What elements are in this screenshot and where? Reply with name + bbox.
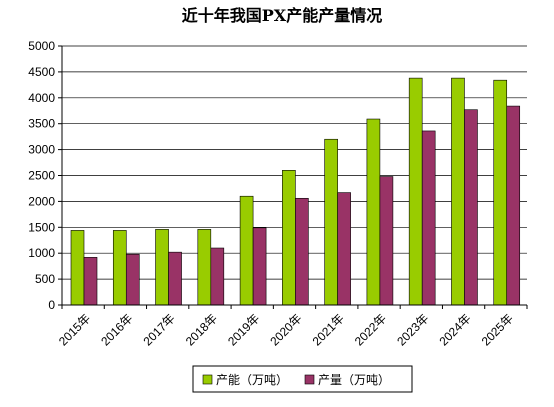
chart-title: 近十年我国PX产能产量情况	[182, 6, 382, 25]
bar-capacity-2	[155, 229, 169, 306]
x-tick-label: 2018年	[183, 311, 220, 348]
x-tick-label: 2015年	[56, 311, 93, 348]
bar-output-1	[125, 253, 140, 306]
bar-capacity-5	[282, 170, 296, 306]
y-tick-label: 500	[35, 272, 55, 286]
x-tick-labels: 2015年 2016年 2017年 2018年 2019年 2020年 2021年 2022年…	[56, 311, 516, 348]
x-tick-label: 2024年	[436, 311, 473, 348]
legend: 产能（万吨） 产量（万吨）	[192, 365, 413, 393]
bar-output-10	[506, 105, 521, 306]
bar-output-9	[464, 109, 478, 306]
legend-swatch-output	[304, 374, 315, 385]
bar-capacity-6	[324, 138, 338, 306]
bar-output-3	[210, 247, 225, 306]
bar-capacity-3	[197, 229, 212, 306]
bars	[70, 77, 521, 306]
y-tick-label: 4000	[28, 91, 55, 105]
y-tick-label: 1500	[28, 220, 55, 234]
y-tick-label: 0	[48, 298, 55, 312]
bar-output-0	[83, 257, 98, 306]
y-tick-label: 3500	[28, 117, 55, 131]
legend-label-output: 产量（万吨）	[318, 373, 390, 387]
x-tick-label: 2019年	[225, 311, 262, 348]
legend-swatch-capacity	[202, 374, 213, 385]
bar-capacity-7	[366, 118, 381, 306]
y-tick-label: 4500	[28, 65, 55, 79]
legend-box	[192, 365, 413, 393]
bar-capacity-9	[451, 77, 465, 306]
x-tick-label: 2020年	[267, 311, 304, 348]
y-tick-labels: 0 500 1000 1500 2000 2500 3000 3500 4000 4500 5000	[28, 39, 55, 312]
bar-output-2	[168, 251, 182, 306]
y-tick-label: 2500	[28, 169, 55, 183]
bar-capacity-1	[112, 230, 127, 306]
y-tick-label: 5000	[28, 39, 55, 53]
x-tick-label: 2025年	[479, 311, 516, 348]
x-tick-label: 2021年	[310, 311, 347, 348]
y-tick-label: 3000	[28, 143, 55, 157]
bar-output-6	[337, 192, 351, 306]
bar-output-7	[379, 176, 394, 306]
y-tick-label: 2000	[28, 194, 55, 208]
bar-output-4	[252, 227, 267, 306]
bar-capacity-10	[493, 79, 508, 306]
y-tick-label: 1000	[28, 246, 55, 260]
x-tick-label: 2023年	[394, 311, 431, 348]
bar-output-5	[295, 197, 309, 306]
x-tick-label: 2022年	[352, 311, 389, 348]
x-tick-label: 2016年	[98, 311, 135, 348]
bar-capacity-4	[239, 195, 254, 306]
x-tick-label: 2017年	[141, 311, 178, 348]
bar-capacity-8	[408, 77, 423, 306]
bar-output-8	[421, 130, 436, 306]
legend-label-capacity: 产能（万吨）	[216, 373, 288, 387]
bar-capacity-0	[70, 230, 85, 306]
axes	[58, 45, 528, 309]
